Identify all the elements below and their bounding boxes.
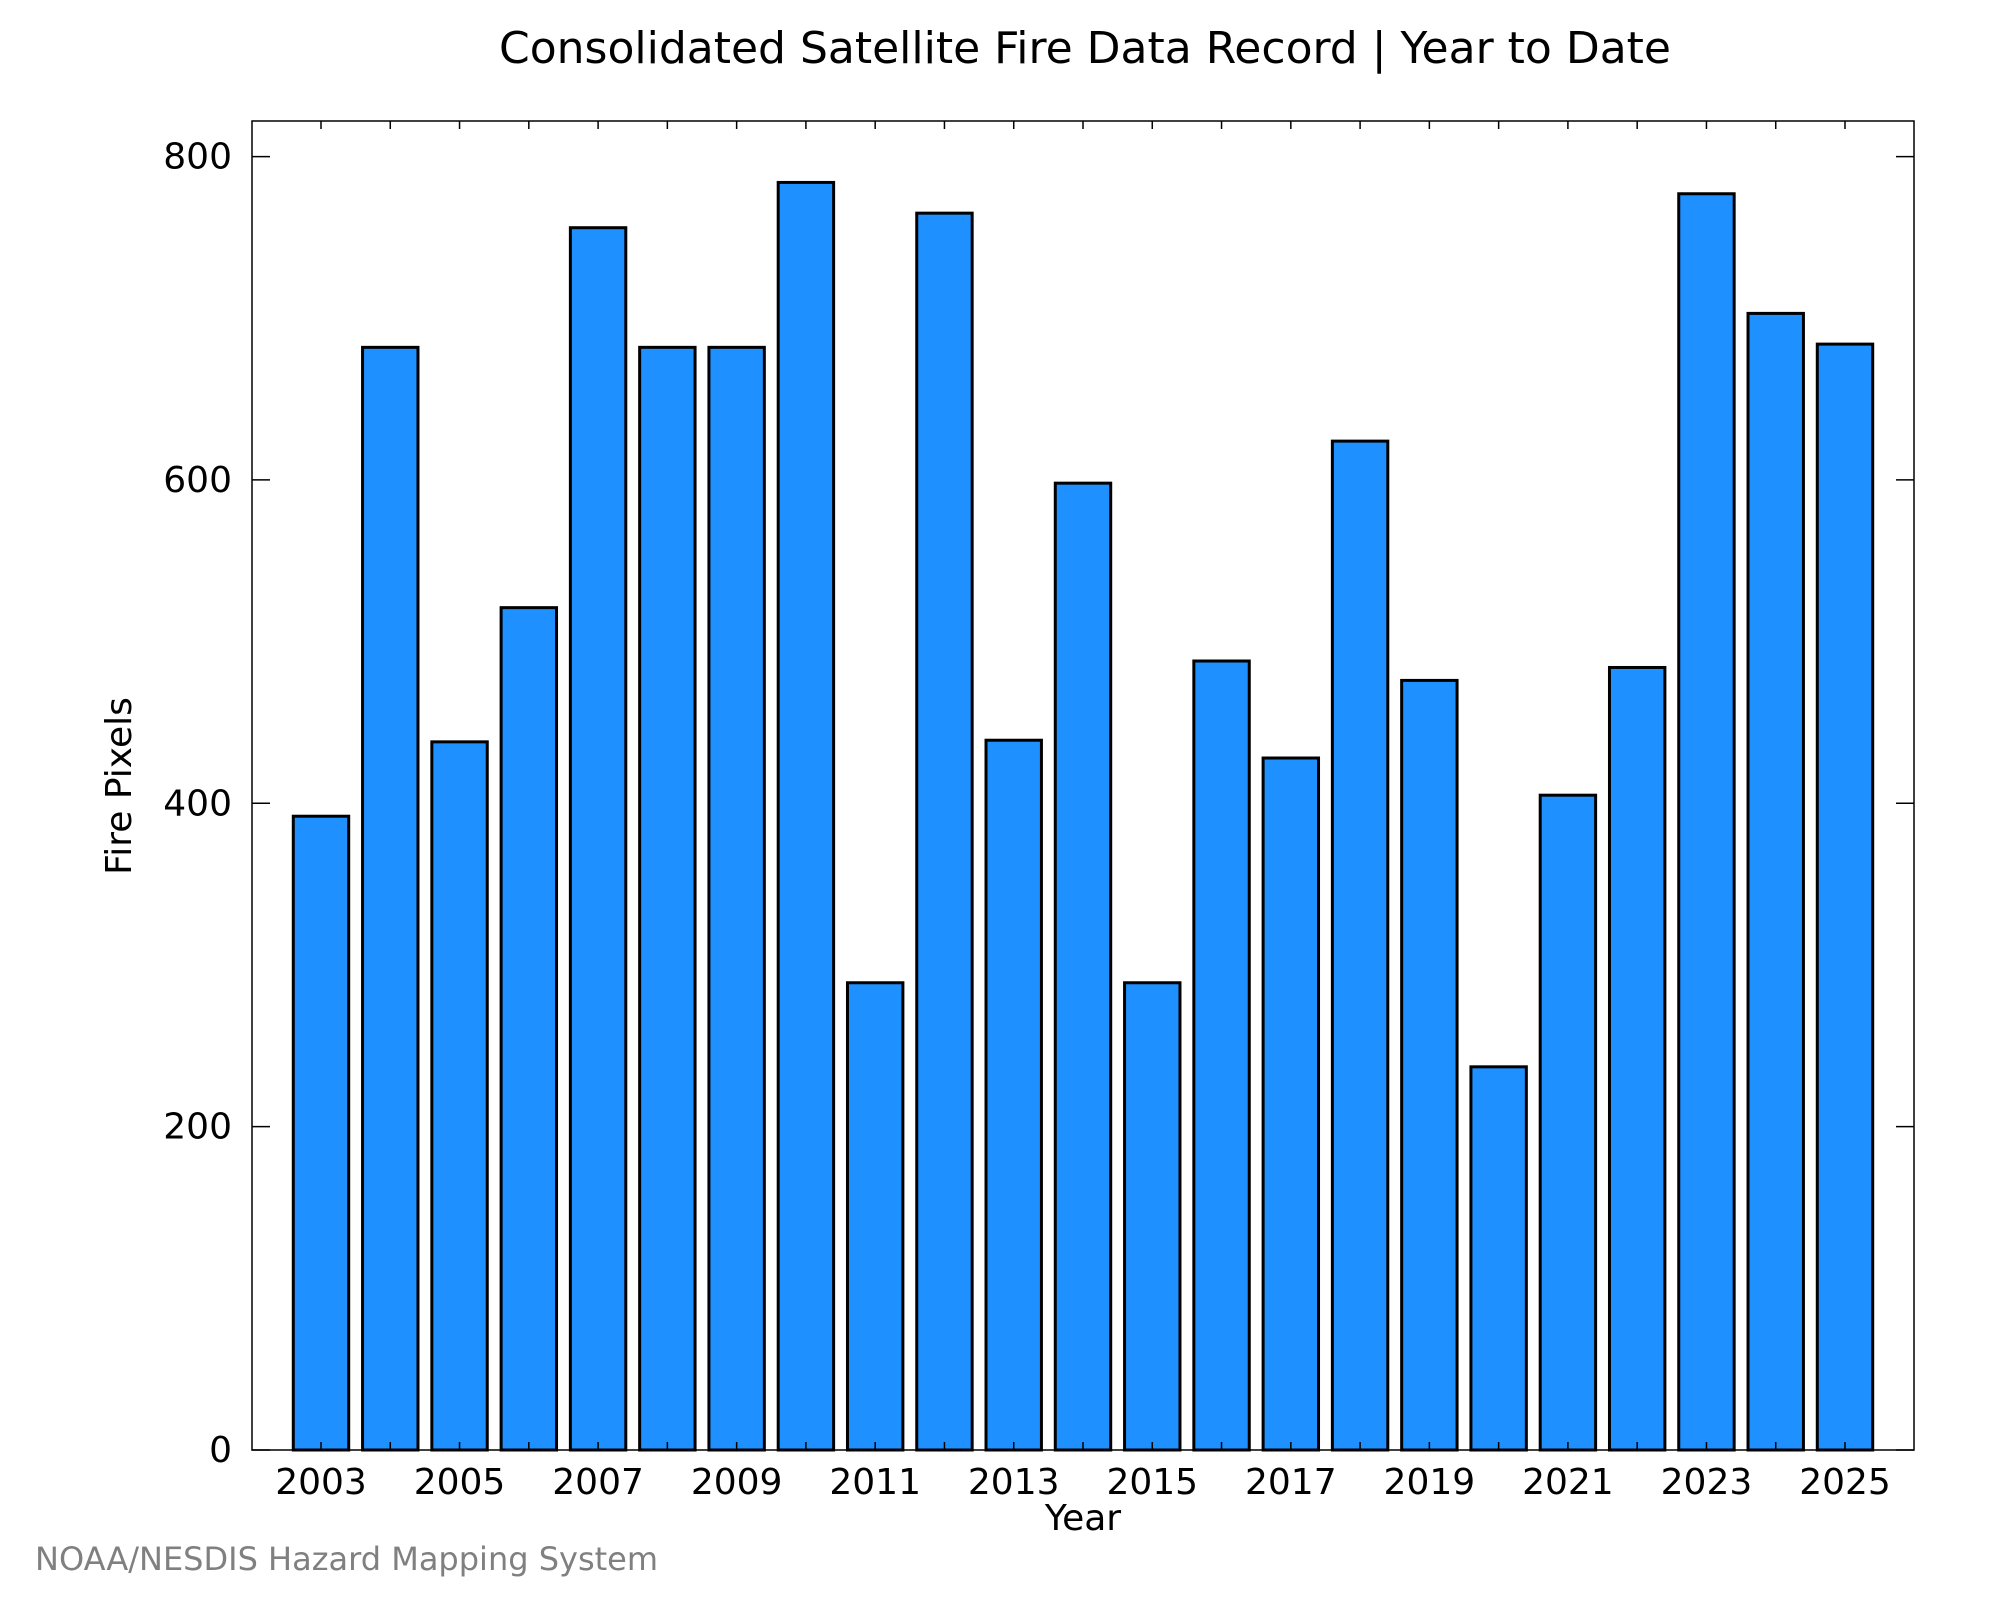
bar-2021 xyxy=(1538,793,1598,1452)
bar-2014 xyxy=(1053,481,1113,1452)
bar-2016 xyxy=(1192,659,1251,1452)
bar-2015 xyxy=(1123,981,1182,1452)
bar-2010 xyxy=(776,180,836,1452)
bars-layer xyxy=(291,180,1875,1452)
bar-2013 xyxy=(984,738,1043,1452)
bar-2008 xyxy=(638,345,697,1452)
axes-layer: 0 200 400 600 800 2003 2005 2007 2009 2011 2013 201… xyxy=(163,121,1914,1503)
x-tick-label: 2015 xyxy=(1106,1462,1198,1503)
y-tick-label: 0 xyxy=(209,1430,232,1471)
x-tick-label: 2013 xyxy=(968,1462,1060,1503)
bar-2020 xyxy=(1469,1065,1528,1452)
x-axis-label: Year xyxy=(1044,1498,1121,1539)
bar-2012 xyxy=(915,211,974,1452)
bar-2003 xyxy=(291,814,351,1452)
bar-2019 xyxy=(1400,678,1459,1452)
bar-2011 xyxy=(845,981,905,1452)
y-tick-label: 800 xyxy=(163,137,232,178)
x-tick-label: 2021 xyxy=(1522,1462,1614,1503)
bar-2005 xyxy=(430,740,489,1452)
bar-2018 xyxy=(1330,439,1390,1452)
x-tick-label: 2025 xyxy=(1799,1462,1891,1503)
x-tick-label: 2009 xyxy=(691,1462,783,1503)
bar-2022 xyxy=(1607,665,1667,1452)
x-tick-label: 2019 xyxy=(1384,1462,1476,1503)
x-tick-label: 2011 xyxy=(829,1462,921,1503)
source-credit: NOAA/NESDIS Hazard Mapping System xyxy=(35,1540,659,1578)
y-tick-label: 400 xyxy=(163,783,232,824)
y-tick-label: 200 xyxy=(163,1107,232,1148)
x-tick-label: 2023 xyxy=(1661,1462,1753,1503)
bar-2006 xyxy=(499,606,559,1452)
chart-title: Consolidated Satellite Fire Data Record … xyxy=(499,23,1671,74)
bar-2023 xyxy=(1677,192,1736,1452)
x-tick-label: 2017 xyxy=(1245,1462,1337,1503)
x-tick-label: 2003 xyxy=(275,1462,367,1503)
bar-2017 xyxy=(1261,756,1321,1452)
x-tick-label: 2007 xyxy=(552,1462,644,1503)
bar-2007 xyxy=(568,226,628,1452)
bar-2009 xyxy=(707,345,766,1452)
y-axis-label: Fire Pixels xyxy=(99,697,140,875)
bar-2024 xyxy=(1746,311,1805,1452)
bar-2025 xyxy=(1815,342,1875,1452)
x-tick-label: 2005 xyxy=(414,1462,506,1503)
y-tick-label: 600 xyxy=(163,460,232,501)
bar-2004 xyxy=(361,345,420,1452)
